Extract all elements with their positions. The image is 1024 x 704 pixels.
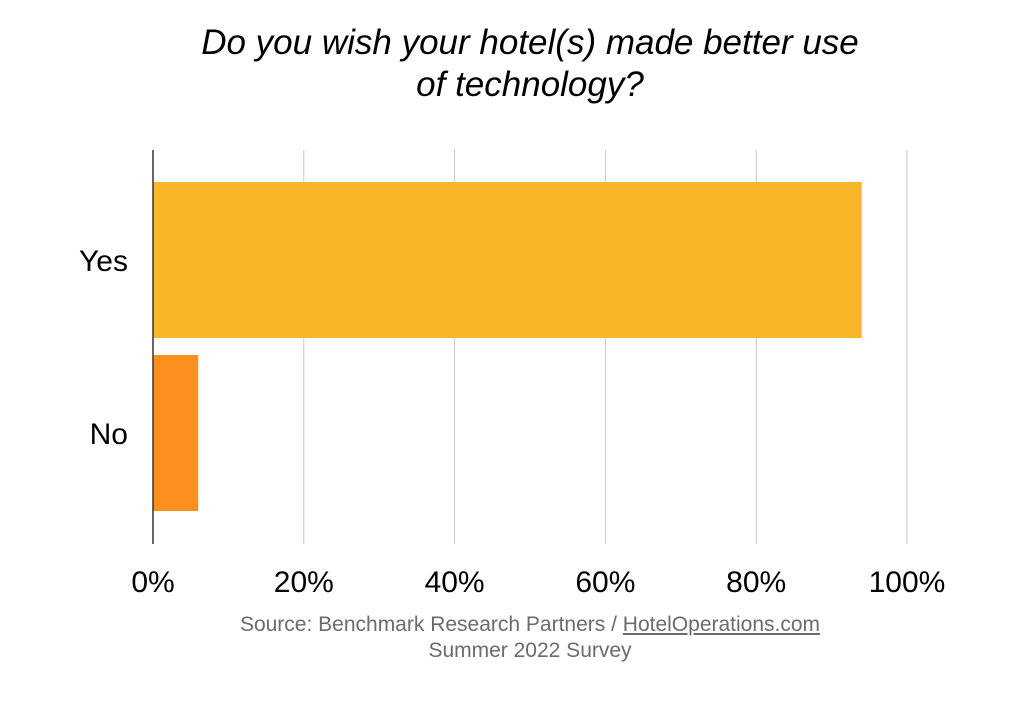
category-label-yes: Yes [79, 245, 128, 278]
source-survey: Summer 2022 Survey [428, 639, 632, 662]
category-labels: Yes No [79, 245, 128, 451]
x-tick-label-0: 0% [131, 566, 174, 599]
category-label-no: No [90, 418, 128, 451]
x-tick-label-5: 100% [869, 566, 946, 599]
x-tick-label-2: 40% [425, 566, 485, 599]
chart-title: Do you wish your hotel(s) made better us… [0, 22, 1024, 106]
x-tick-label-1: 20% [274, 566, 334, 599]
source-prefix: Source: Benchmark Research Partners / [239, 613, 623, 636]
source-note: Source: Benchmark Research Partners / Ho… [0, 612, 1024, 664]
chart-title-line2: of technology? [416, 65, 644, 104]
x-tick-label-4: 80% [726, 566, 786, 599]
source-link[interactable]: HotelOperations.com [622, 613, 821, 636]
x-tick-label-3: 60% [575, 566, 635, 599]
bar-yes [153, 182, 862, 338]
x-tick-labels: 0% 20% 40% 60% 80% 100% [131, 566, 945, 599]
bars [153, 182, 862, 511]
chart-title-line1: Do you wish your hotel(s) made better us… [201, 23, 859, 62]
bar-no [153, 355, 199, 511]
